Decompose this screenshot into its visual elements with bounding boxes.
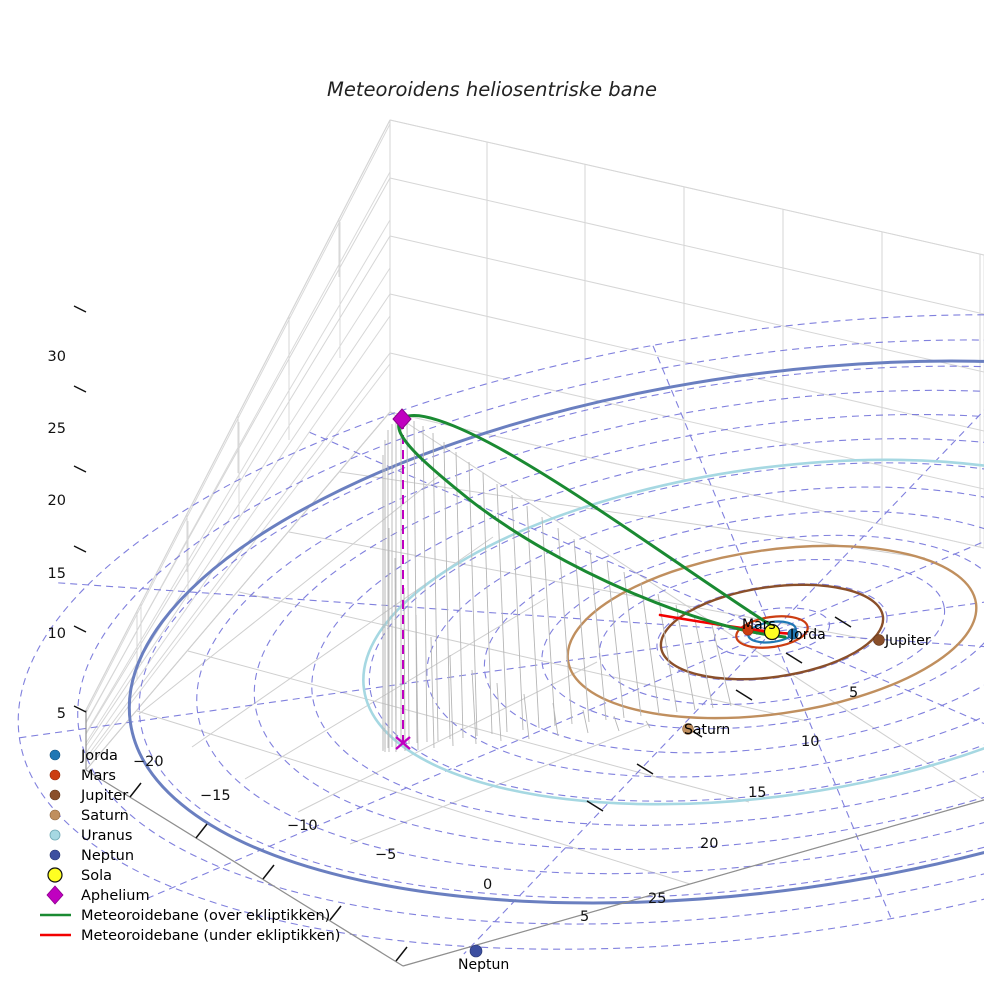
z-tick-label: 30 <box>48 349 66 365</box>
orbit-uranus <box>362 458 984 806</box>
legend-marker-saturn <box>49 809 61 821</box>
x-tick-labels: −20 −15 −10 −5 0 5 <box>133 754 589 925</box>
orbit-neptun <box>127 359 984 905</box>
legend-label-sola: Sola <box>81 868 112 884</box>
y-tick-labels: 5 10 15 20 25 <box>648 685 858 907</box>
orbit-jupiter <box>659 583 885 681</box>
x-tick-label: 5 <box>580 909 589 925</box>
z-tick-label: 20 <box>48 493 66 509</box>
legend: Jorda Mars Jupiter Saturn Uranus Neptun … <box>40 748 340 944</box>
y-tick-label: 10 <box>801 734 819 750</box>
legend-marker-sola <box>47 867 63 883</box>
legend-label-uranus: Uranus <box>81 828 132 844</box>
planet-orbits <box>127 359 984 905</box>
legend-marker-jorda <box>49 749 61 761</box>
body-mars-marker <box>742 624 754 636</box>
body-label-saturn: Saturn <box>684 722 730 738</box>
body-jorda-marker <box>787 628 799 640</box>
axis-spines <box>85 710 984 967</box>
z-axis-ticks <box>73 305 87 713</box>
z-tick-labels: 5 10 15 20 25 30 <box>48 349 66 722</box>
x-tick-label: −10 <box>287 818 318 834</box>
z-tick-label: 5 <box>57 706 66 722</box>
body-jupiter-marker <box>873 634 885 646</box>
legend-marker-mars <box>49 769 61 781</box>
legend-marker-neptun <box>49 849 61 861</box>
body-sola-marker <box>763 623 781 641</box>
z-tick-label: 25 <box>48 421 66 437</box>
x-tick-label: −15 <box>200 788 231 804</box>
orbit-stem-lines <box>382 418 732 753</box>
aphelion-diamond-marker <box>392 408 412 430</box>
x-tick-label: −20 <box>133 754 164 770</box>
body-label-jupiter: Jupiter <box>884 633 931 649</box>
legend-label-orbit-below: Meteoroidebane (under ekliptikken) <box>81 928 340 944</box>
z-tick-label: 15 <box>48 566 66 582</box>
page-title: Meteoroidens heliosentriske bane <box>327 78 657 101</box>
legend-label-orbit-above: Meteoroidebane (over ekliptikken) <box>81 908 330 924</box>
legend-label-saturn: Saturn <box>81 808 129 824</box>
body-neptun-marker <box>469 944 483 958</box>
body-label-jorda: Jorda <box>789 627 826 643</box>
right-wall-gridlines <box>389 119 984 549</box>
celestial-bodies <box>469 623 885 958</box>
y-tick-label: 5 <box>849 685 858 701</box>
y-tick-label: 15 <box>748 785 766 801</box>
legend-label-mars: Mars <box>81 768 116 784</box>
x-axis-ticks <box>129 782 408 962</box>
legend-label-aphelium: Aphelium <box>81 888 150 904</box>
orbit-saturn <box>566 544 978 720</box>
x-tick-label: 0 <box>483 877 492 893</box>
orbit-mars <box>735 615 809 649</box>
y-tick-label: 20 <box>700 836 718 852</box>
legend-label-jorda: Jorda <box>80 748 118 764</box>
aphelion-projection-x-marker <box>395 736 411 750</box>
legend-marker-jupiter <box>49 789 61 801</box>
legend-label-jupiter: Jupiter <box>80 788 128 804</box>
body-label-mars: Mars <box>742 617 776 633</box>
legend-marker-aphelium <box>46 885 64 905</box>
legend-label-neptun: Neptun <box>81 848 134 864</box>
body-label-neptun: Neptun <box>458 957 509 973</box>
x-tick-label: −5 <box>375 847 396 863</box>
z-tick-label: 10 <box>48 626 66 642</box>
y-tick-label: 25 <box>648 891 666 907</box>
body-saturn-marker <box>682 723 694 735</box>
legend-marker-uranus <box>49 829 61 841</box>
